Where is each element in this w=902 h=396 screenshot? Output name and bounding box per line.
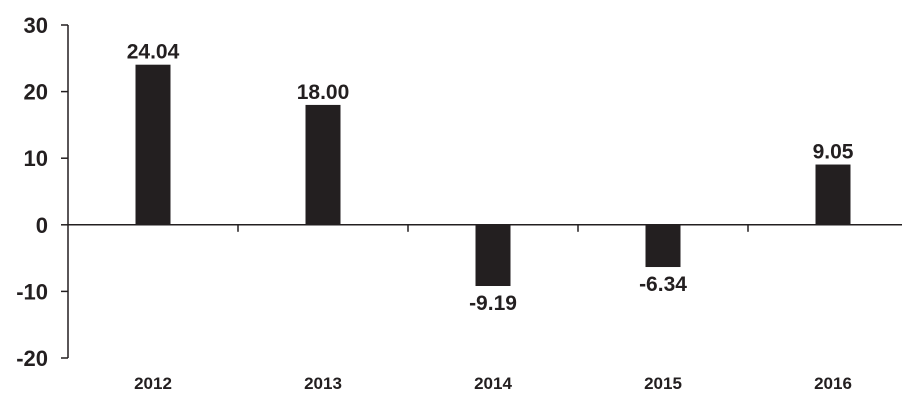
x-tick-label: 2016 (814, 374, 852, 393)
data-label: -9.19 (469, 292, 517, 315)
bar-2015 (645, 224, 681, 268)
bar-2016 (815, 164, 851, 225)
y-axis: 30 20 10 0 -10 -20 (16, 13, 69, 371)
x-tick-label: 2012 (134, 374, 172, 393)
data-label: 9.05 (813, 141, 854, 164)
x-tick-label: 2015 (644, 374, 682, 393)
y-tick-label: 0 (36, 213, 48, 238)
bar-2012 (135, 64, 171, 225)
data-label: -6.34 (639, 273, 687, 296)
data-label: 24.04 (127, 41, 180, 64)
x-tick-label: 2014 (474, 374, 512, 393)
x-axis: 2012 2013 2014 2015 2016 (68, 224, 902, 393)
y-tick-label: 20 (24, 80, 48, 105)
data-labels-group: 24.04 18.00 -9.19 -6.34 9.05 (127, 41, 854, 315)
y-tick-label: -10 (16, 279, 48, 304)
bar-2014 (475, 224, 511, 287)
x-tick-label: 2013 (304, 374, 342, 393)
bar-2013 (305, 104, 341, 225)
bars-group (135, 64, 851, 287)
y-tick-label: 10 (24, 146, 48, 171)
y-tick-label: 30 (24, 13, 48, 38)
y-tick-label: -20 (16, 346, 48, 371)
data-label: 18.00 (297, 81, 350, 104)
